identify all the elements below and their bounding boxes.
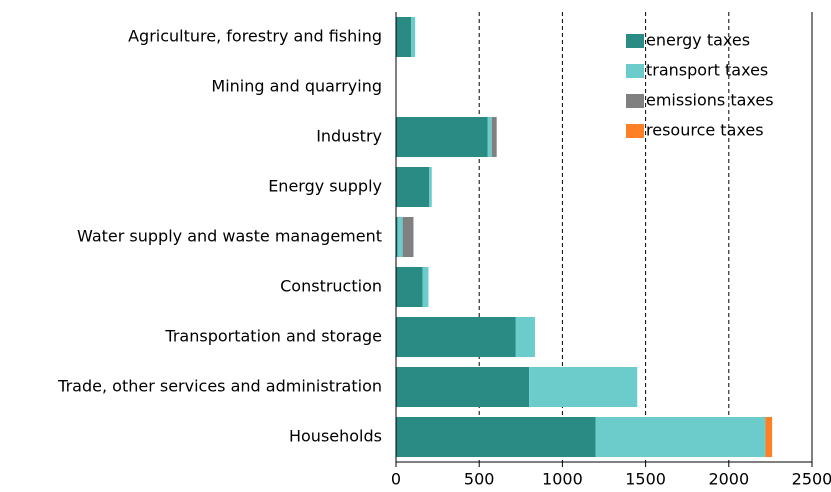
bar xyxy=(397,217,403,257)
y-tick-label: Households xyxy=(289,427,382,446)
x-tick-label: 0 xyxy=(391,470,401,489)
x-tick-label: 1500 xyxy=(625,470,666,489)
x-tick-label: 2000 xyxy=(708,470,749,489)
bar xyxy=(396,417,596,457)
legend-label: resource taxes xyxy=(646,121,764,140)
bar xyxy=(515,317,535,357)
bar xyxy=(491,117,497,157)
bar xyxy=(429,167,432,207)
bar xyxy=(396,17,411,57)
x-tick-label: 500 xyxy=(464,470,495,489)
y-tick-label: Mining and quarrying xyxy=(211,77,382,96)
bar xyxy=(396,367,530,407)
legend-swatch xyxy=(626,34,644,48)
y-tick-label: Energy supply xyxy=(268,177,382,196)
bar xyxy=(529,367,638,407)
legend-label: emissions taxes xyxy=(646,91,774,110)
legend-label: transport taxes xyxy=(646,61,768,80)
bar xyxy=(396,167,430,207)
bar xyxy=(422,267,429,307)
bar xyxy=(396,217,398,257)
y-tick-label: Construction xyxy=(280,277,382,296)
bar xyxy=(396,317,516,357)
bar xyxy=(410,17,416,57)
bar xyxy=(487,117,492,157)
x-tick-label: 1000 xyxy=(542,470,583,489)
bar xyxy=(765,417,773,457)
bar xyxy=(595,417,766,457)
y-tick-label: Industry xyxy=(316,127,382,146)
y-tick-label: Transportation and storage xyxy=(164,327,382,346)
legend-swatch xyxy=(626,94,644,108)
bar xyxy=(402,217,414,257)
legend-label: energy taxes xyxy=(646,31,750,50)
y-tick-label: Trade, other services and administration xyxy=(57,377,382,396)
y-tick-label: Agriculture, forestry and fishing xyxy=(128,27,382,46)
legend-swatch xyxy=(626,124,644,138)
legend-swatch xyxy=(626,64,644,78)
bar xyxy=(396,267,423,307)
y-tick-label: Water supply and waste management xyxy=(77,227,382,246)
bar xyxy=(396,117,488,157)
x-tick-label: 2500 xyxy=(792,470,831,489)
